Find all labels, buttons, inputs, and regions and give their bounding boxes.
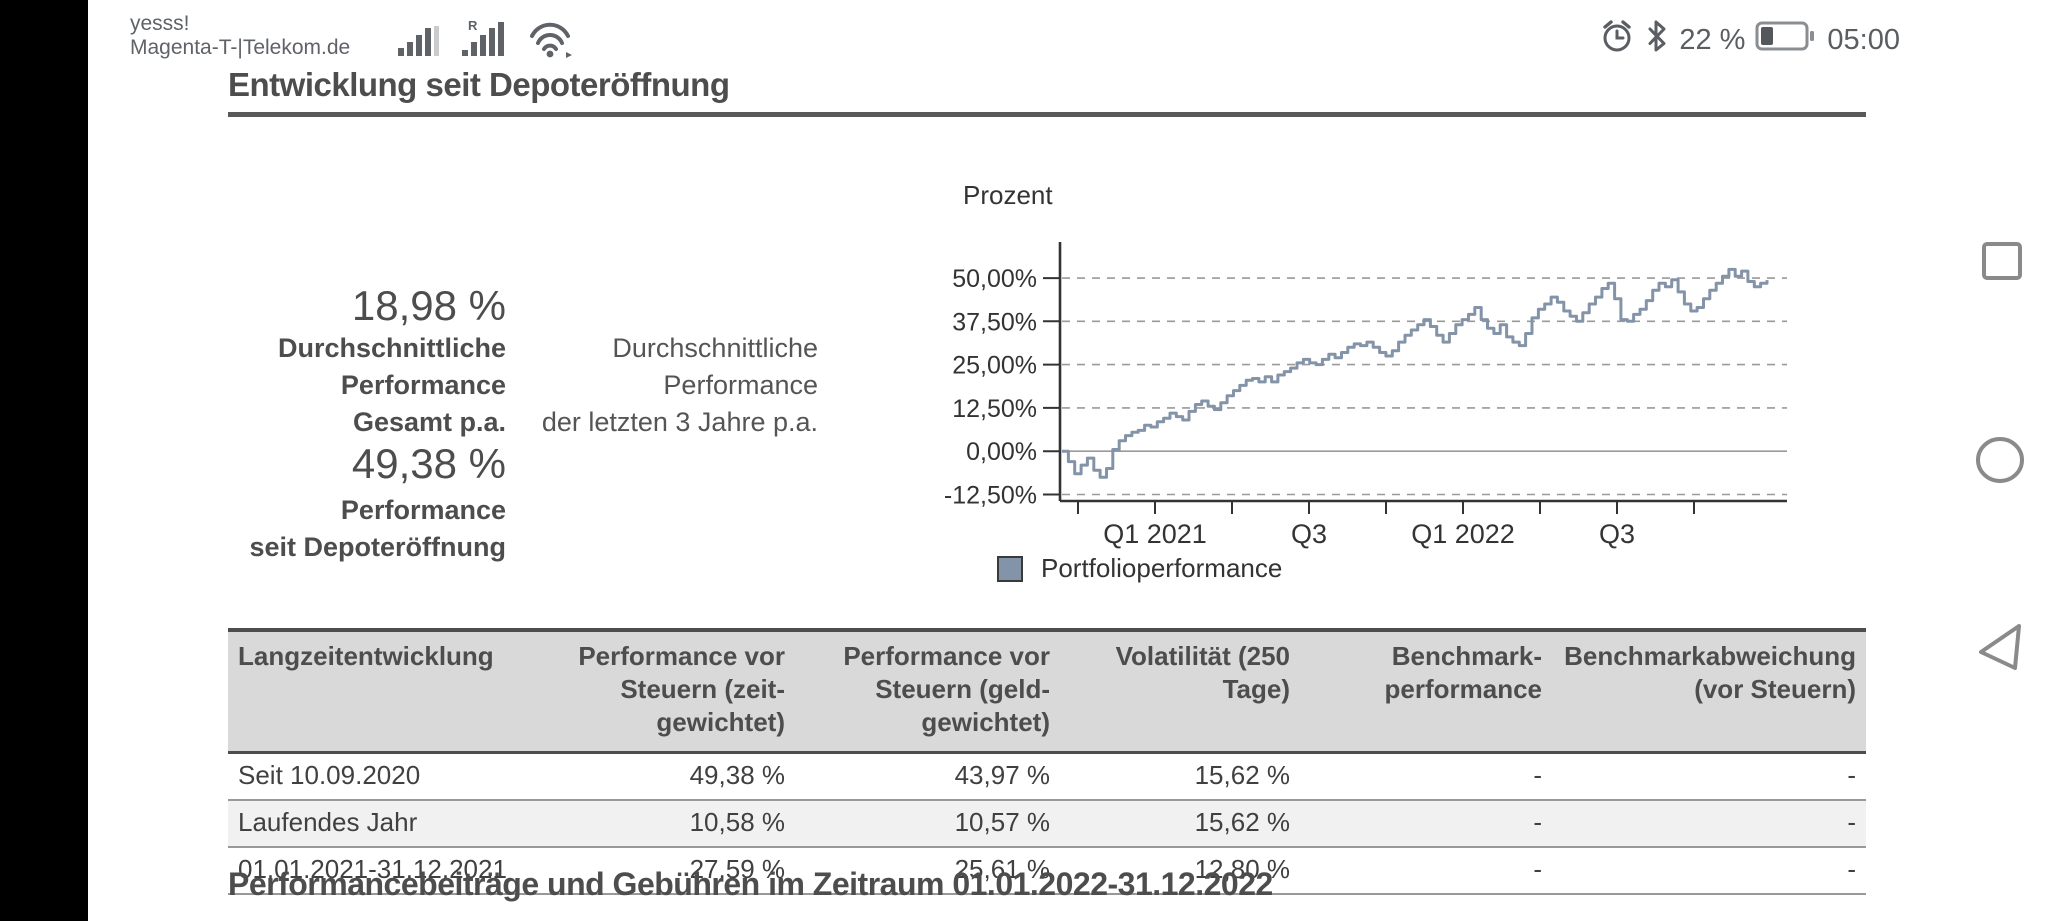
table-row: Laufendes Jahr 10,58 % 10,57 % 15,62 % - - — [228, 800, 1866, 848]
page-title: Entwicklung seit Depoteröffnung — [228, 66, 730, 103]
status-right-cluster: 22 % 05:00 — [1599, 18, 1900, 62]
y-axis-label: 25,00% — [952, 352, 1037, 380]
table-cell-value: 43,97 % — [795, 752, 1060, 801]
signal-strength-roaming-icon: R — [460, 18, 510, 63]
legend-swatch — [997, 555, 1023, 582]
long-term-table: Langzeitentwicklung Performance vor Steue… — [228, 628, 1866, 895]
y-axis-label: 37,50% — [952, 308, 1037, 336]
x-axis-label: Q3 — [1599, 519, 1635, 549]
table-cell-value: 12,80 % — [1060, 847, 1300, 895]
table-cell-value: - — [1300, 847, 1552, 895]
clock-label: 05:00 — [1827, 23, 1900, 56]
signal-strength-icon — [398, 24, 442, 63]
table-header-row: Langzeitentwicklung Performance vor Steue… — [228, 630, 1866, 754]
x-axis-label: Q1 2022 — [1411, 519, 1515, 549]
y-axis-label: 12,50% — [952, 395, 1037, 423]
x-axis-label: Q1 2021 — [1103, 519, 1207, 549]
performance-chart: 50,00% 37,50% 25,00% 12,50% 0,00% -12,50% Q1 2… — [935, 228, 1815, 573]
table-cell-value: 25,61 % — [795, 847, 1060, 895]
circle-icon — [1976, 437, 2024, 483]
table-cell-value: - — [1300, 800, 1552, 848]
table-cell-value: - — [1300, 752, 1552, 801]
table-cell-value: - — [1552, 752, 1866, 801]
status-icons-left: R — [398, 18, 576, 63]
x-axis-label: Q3 — [1291, 519, 1327, 549]
section2-title: Performancebeiträge und Gebühren im Zeit… — [228, 866, 1273, 902]
table-cell-value: 49,38 % — [560, 752, 795, 801]
table-cell-value: - — [1552, 847, 1866, 895]
table-row-label: Seit 10.09.2020 — [228, 752, 560, 801]
table-header-cell: Benchmark- performance — [1300, 630, 1552, 754]
nav-back-button[interactable] — [1975, 620, 2027, 676]
bluetooth-icon — [1645, 18, 1669, 62]
table-cell-value: 27,59 % — [560, 847, 795, 895]
y-axis-label: -12,50% — [944, 482, 1037, 510]
alarm-icon — [1599, 18, 1635, 62]
battery-percent-label: 22 % — [1679, 23, 1746, 56]
table-row: Seit 10.09.2020 49,38 % 43,97 % 15,62 % - - — [228, 752, 1866, 801]
table-row: 01.01.2021-31.12.2021 27,59 % 25,61 % 12,80… — [228, 847, 1866, 895]
chart-axis-title: Prozent — [963, 180, 1053, 210]
table-body: Seit 10.09.2020 49,38 % 43,97 % 15,62 % - - La… — [228, 752, 1866, 895]
y-axis-label: 0,00% — [966, 438, 1037, 466]
battery-icon — [1755, 20, 1817, 60]
table-cell-value: 15,62 % — [1060, 800, 1300, 848]
wifi-icon — [528, 20, 576, 63]
long-term-table-element: Langzeitentwicklung Performance vor Steue… — [228, 628, 1866, 895]
y-axis-label: 50,00% — [952, 265, 1037, 293]
table-row-label: 01.01.2021-31.12.2021 — [228, 847, 560, 895]
stat-total-performance-label: Performance seit Depoteröffnung — [249, 495, 507, 562]
stat-total-performance-value: 49,38 % — [351, 440, 506, 487]
performance-chart-svg: 50,00% 37,50% 25,00% 12,50% 0,00% -12,50% Q1 2… — [944, 242, 1787, 549]
table-row-label: Laufendes Jahr — [228, 800, 560, 848]
screen-edge-bar — [0, 0, 88, 921]
table-header-cell: Benchmarkabweichung (vor Steuern) — [1552, 630, 1866, 754]
square-icon — [1982, 242, 2022, 280]
svg-text:R: R — [468, 18, 478, 33]
carrier-label: yesss! Magenta-T-|Telekom.de — [130, 12, 351, 59]
table-cell-value: 15,62 % — [1060, 752, 1300, 801]
table-header-cell: Performance vor Steuern (geld- gewichtet… — [795, 630, 1060, 754]
portfolio-performance-line — [1062, 267, 1769, 479]
table-header-cell: Langzeitentwicklung — [228, 630, 560, 754]
stat-average-performance-value: 18,98 % — [351, 282, 506, 329]
table-header-cell: Volatilität (250 Tage) — [1060, 630, 1300, 754]
title-divider — [228, 112, 1866, 117]
chart-legend: Portfolioperformance — [997, 553, 1282, 584]
stat-average-performance-sublabel: Durchschnittliche Performance der letzte… — [541, 333, 818, 437]
nav-home-button[interactable] — [1975, 435, 2025, 485]
triangle-left-icon — [1979, 624, 2021, 670]
table-cell-value: 10,57 % — [795, 800, 1060, 848]
legend-label: Portfolioperformance — [1041, 553, 1283, 583]
table-header-cell: Performance vor Steuern (zeit- gewichtet… — [560, 630, 795, 754]
stat-average-performance-label: Durchschnittliche Performance Gesamt p.a… — [277, 333, 506, 437]
table-cell-value: 10,58 % — [560, 800, 795, 848]
table-cell-value: - — [1552, 800, 1866, 848]
nav-recents-button[interactable] — [1980, 240, 2024, 282]
